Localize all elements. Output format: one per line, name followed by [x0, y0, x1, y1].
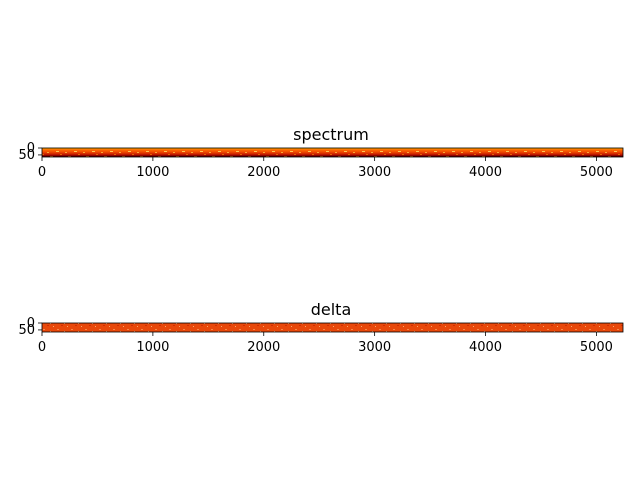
delta-y-tick-label: 50	[18, 323, 35, 338]
delta-heat-texture	[42, 323, 623, 332]
delta-y-tick-label: 0	[27, 316, 35, 331]
spectrum-x-tick-label: 1000	[136, 165, 169, 180]
delta-x-tick-label: 0	[38, 340, 46, 355]
spectrum-image	[42, 148, 623, 157]
spectrum-y-tick-label: 0	[27, 141, 35, 156]
delta-x-tick-label: 4000	[469, 340, 502, 355]
spectrum-x-tick-label: 5000	[580, 165, 613, 180]
spectrum-heat-texture	[42, 148, 623, 157]
delta-y-axis: 050	[18, 316, 42, 338]
delta-x-tick-label: 5000	[580, 340, 613, 355]
spectrum-x-axis: 0 1000 2000 3000 4000 5000	[38, 157, 613, 180]
delta-x-axis: 0 1000 2000 3000 4000 5000	[38, 332, 613, 355]
delta-x-tick-label: 2000	[247, 340, 280, 355]
delta-title: delta	[311, 300, 352, 319]
spectrum-y-tick-label: 50	[18, 148, 35, 163]
spectrum-title: spectrum	[293, 125, 369, 144]
delta-panel: delta 0 1000 2000 3000 4000 5000 050	[18, 300, 624, 355]
spectrum-panel: spectrum 0 1000 2000 3000 4000 5000 050	[18, 125, 624, 180]
spectrum-x-tick-label: 4000	[469, 165, 502, 180]
spectrum-x-tick-label: 2000	[247, 165, 280, 180]
spectrum-axes-frame	[41, 147, 624, 158]
delta-image	[42, 323, 623, 332]
spectrum-x-tick-label: 0	[38, 165, 46, 180]
delta-axes-frame	[41, 322, 624, 333]
spectrum-y-axis: 050	[18, 141, 42, 163]
spectrum-x-tick-label: 3000	[358, 165, 391, 180]
delta-x-tick-label: 3000	[358, 340, 391, 355]
delta-x-tick-label: 1000	[136, 340, 169, 355]
